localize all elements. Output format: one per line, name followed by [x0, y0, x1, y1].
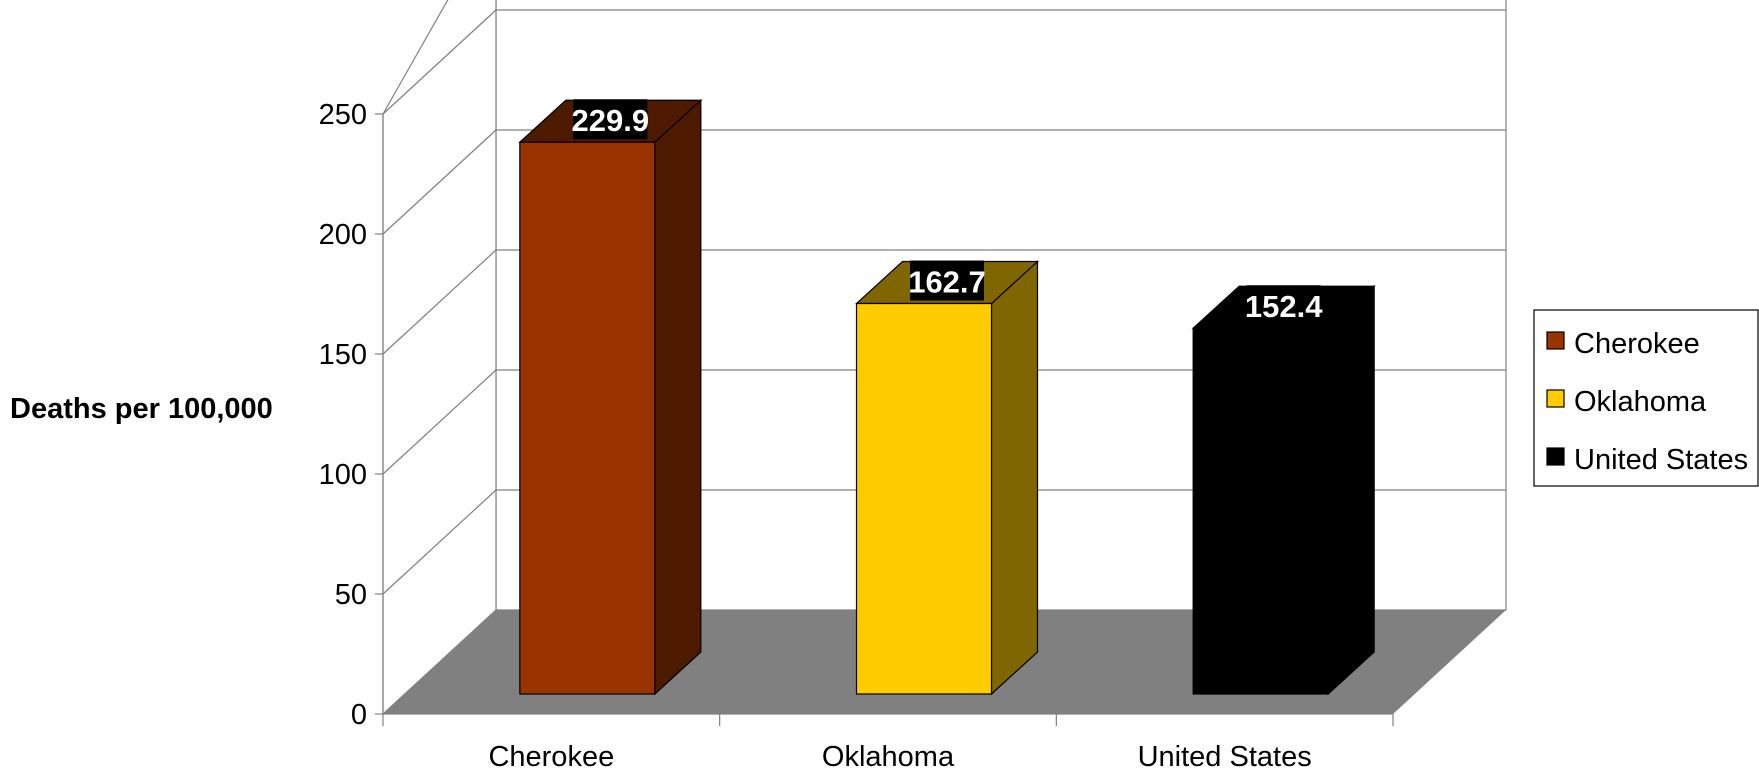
y-tick-label: 100: [319, 459, 367, 491]
gridline-side: [382, 489, 497, 595]
data-label-text: 152.4: [1245, 289, 1323, 324]
x-tick-label: United States: [1138, 741, 1312, 773]
data-label-box: [910, 260, 984, 301]
y-axis-title: Deaths per 100,000: [10, 393, 273, 425]
gridline-side: [382, 369, 497, 475]
bar-oklahoma: [854, 260, 1040, 696]
data-label-text: 229.9: [572, 103, 650, 138]
gridline-side: [382, 249, 497, 355]
data-label: 152.4: [1245, 285, 1323, 326]
y-tick-label: 50: [335, 579, 367, 611]
y-tick-label: 200: [319, 219, 367, 251]
data-labels: 229.9 162.7 152.4: [572, 99, 1323, 326]
data-label: 229.9: [572, 99, 650, 140]
bar-cherokee: [518, 98, 703, 696]
legend: Cherokee Oklahoma United States: [1533, 309, 1759, 487]
gridline-side: [382, 129, 497, 235]
legend-entry: Cherokee: [1574, 328, 1700, 360]
legend-swatch: [1546, 447, 1565, 466]
bar-side-face: [1327, 284, 1375, 696]
legend-entry: United States: [1574, 444, 1748, 476]
data-label-box: [1246, 285, 1321, 326]
x-tick-label: Oklahoma: [822, 741, 955, 773]
legend-swatch: [1546, 389, 1565, 408]
bar-side-face: [654, 98, 702, 696]
bar-front-face: [1192, 327, 1329, 695]
y-tick-label: 150: [319, 339, 367, 371]
data-label: 162.7: [908, 260, 986, 301]
data-label-box: [573, 99, 648, 140]
bar-front-face: [519, 141, 656, 695]
y-axis: 0 50 100 150 200 250: [319, 99, 384, 731]
legend-swatch: [1546, 331, 1565, 350]
legend-box: [1533, 309, 1759, 487]
bar-front-face: [855, 302, 993, 695]
y-tick-label: 250: [319, 99, 367, 131]
bar-side-face: [990, 260, 1039, 696]
side-wall: [382, 0, 497, 716]
bar-united-states: [1191, 284, 1376, 696]
legend-entry: Oklahoma: [1574, 386, 1707, 418]
gridline-side: [382, 9, 497, 115]
y-tick-label: 0: [351, 699, 367, 731]
x-tick-label: Cherokee: [488, 741, 614, 773]
data-label-text: 162.7: [908, 265, 986, 300]
x-axis: Cherokee Oklahoma United States: [382, 713, 1394, 773]
